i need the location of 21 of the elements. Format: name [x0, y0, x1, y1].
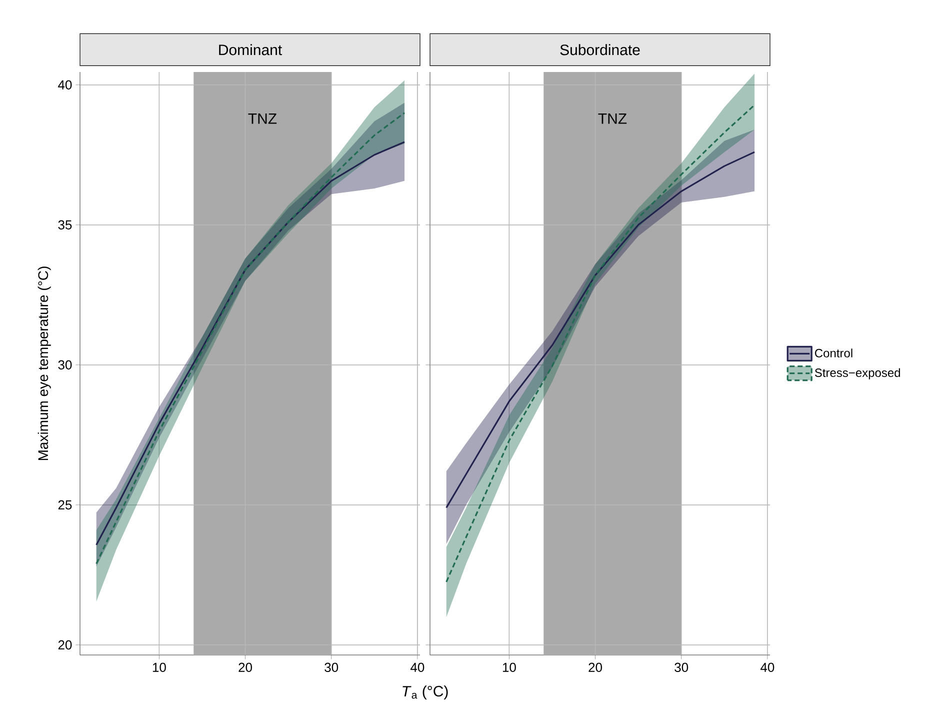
band-label: TNZ — [598, 113, 627, 124]
x-tick-label: 10 — [502, 662, 516, 672]
chart-title: Dominant — [219, 44, 282, 56]
x-tick-label: 40 — [760, 662, 774, 672]
x-tick-label: 40 — [410, 662, 424, 672]
band-label: TNZ — [248, 113, 277, 124]
y-tick-label: 40 — [58, 80, 72, 90]
x-tick-label: 30 — [674, 662, 688, 672]
y-tick-label: 20 — [58, 640, 72, 650]
x-tick-label: 20 — [238, 662, 252, 672]
chart-title: Subordinate — [560, 44, 640, 56]
x-axis-title: T$_{a}$ (°C) — [402, 686, 448, 700]
legend-label: Control — [815, 348, 852, 358]
y-tick-label: 25 — [58, 500, 72, 510]
y-tick-label: 35 — [58, 220, 72, 230]
legend-label: Stress−exposed — [814, 368, 900, 380]
x-tick-label: 20 — [588, 662, 602, 672]
y-axis-title: Maximum eye temperature (°C) — [38, 266, 51, 460]
x-tick-label: 30 — [324, 662, 338, 672]
x-tick-label: 10 — [152, 662, 166, 672]
y-tick-label: 30 — [58, 360, 72, 370]
